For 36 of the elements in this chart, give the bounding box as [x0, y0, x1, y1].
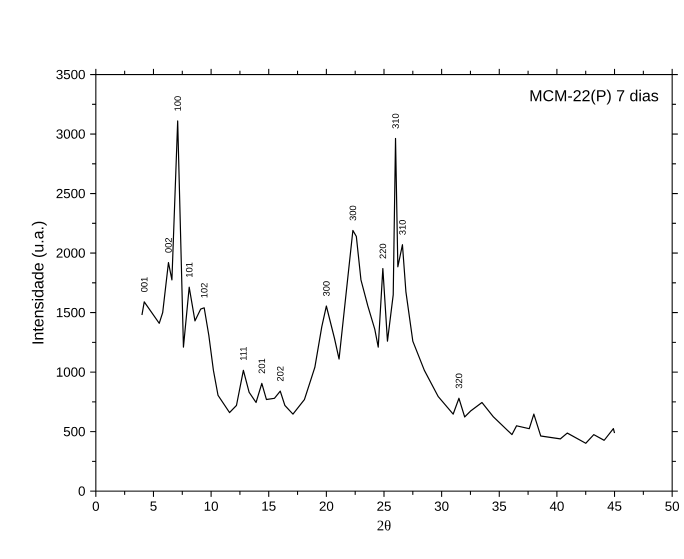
- y-tick-label: 2000: [56, 248, 85, 258]
- x-tick-label: 5: [150, 502, 157, 511]
- y-tick-label: 1000: [56, 367, 85, 377]
- x-tick-label: 25: [377, 502, 391, 511]
- x-tick-label: 50: [665, 502, 680, 511]
- annotation: 310: [392, 114, 399, 129]
- annotation: 201: [258, 358, 266, 374]
- annotation: 111: [240, 347, 247, 360]
- annotation: 101: [186, 262, 192, 277]
- annotation: 220: [380, 244, 386, 259]
- x-tick-label: 40: [550, 502, 564, 511]
- annotation: 102: [200, 283, 208, 298]
- annotation: 320: [456, 374, 462, 388]
- y-tick-label: 2500: [56, 188, 85, 198]
- x-tick-label: 15: [262, 502, 276, 511]
- x-tick-label: 0: [92, 502, 100, 511]
- annotation: 310: [399, 220, 406, 235]
- annotation: 002: [165, 238, 172, 253]
- annotation: 100: [174, 96, 181, 111]
- y-tick-label: 500: [64, 426, 85, 436]
- y-tick-label: 0: [78, 486, 85, 496]
- text: MCM-22(P) 7 dias: [530, 90, 658, 105]
- y-tick-label: 1500: [56, 308, 85, 318]
- x-tick-label: 35: [492, 502, 506, 511]
- annotation: 300: [323, 281, 330, 296]
- annotation: 001: [140, 277, 148, 292]
- x-tick-label: 20: [320, 502, 334, 511]
- x-tick-label: 45: [607, 502, 622, 511]
- x-tick-label: 30: [434, 502, 449, 511]
- x-tick-label: 10: [204, 502, 218, 511]
- y-tick-label: 3500: [56, 70, 85, 80]
- y-axis-title: Intensidade (u.a.): [32, 222, 47, 344]
- annotation: 300: [350, 206, 356, 221]
- x-axis-title: 2θ: [377, 520, 391, 530]
- y-tick-label: 3000: [56, 129, 85, 139]
- annotation: 202: [276, 366, 284, 382]
